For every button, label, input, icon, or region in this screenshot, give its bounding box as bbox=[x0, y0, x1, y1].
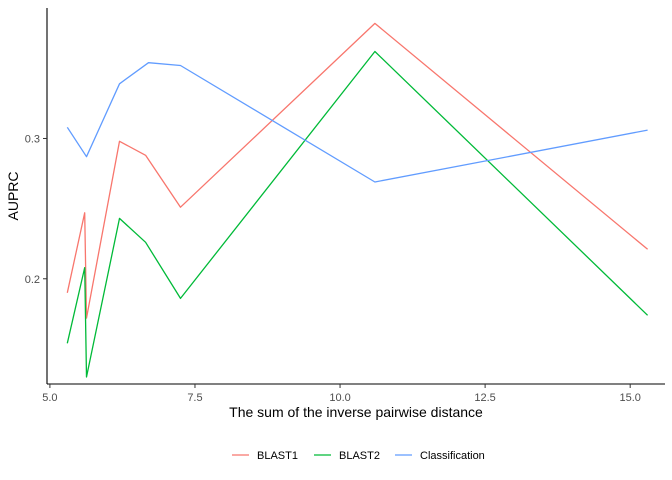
ticks-layer: 5.0 7.5 10.0 12.5 15.0 0.2 0.3 bbox=[25, 133, 641, 404]
legend-label-blast1: BLAST1 bbox=[257, 450, 298, 462]
y-axis-title: AUPRC bbox=[5, 171, 21, 220]
series-layer bbox=[66, 22, 649, 378]
x-tick-label: 5.0 bbox=[42, 392, 57, 404]
y-tick-label: 0.2 bbox=[25, 274, 40, 286]
x-tick-label: 10.0 bbox=[329, 392, 350, 404]
legend: BLAST1 BLAST2 Classification bbox=[232, 450, 485, 462]
x-tick-label: 15.0 bbox=[619, 392, 640, 404]
series-line-classification bbox=[66, 62, 648, 183]
x-tick-label: 12.5 bbox=[474, 392, 495, 404]
x-tick-label: 7.5 bbox=[187, 392, 202, 404]
series-line-blast2 bbox=[66, 50, 649, 378]
legend-label-blast2: BLAST2 bbox=[339, 450, 380, 462]
legend-label-classification: Classification bbox=[420, 450, 485, 462]
y-tick-label: 0.3 bbox=[25, 133, 40, 145]
x-axis-title: The sum of the inverse pairwise distance bbox=[229, 404, 483, 420]
series-line-blast1 bbox=[66, 22, 649, 319]
